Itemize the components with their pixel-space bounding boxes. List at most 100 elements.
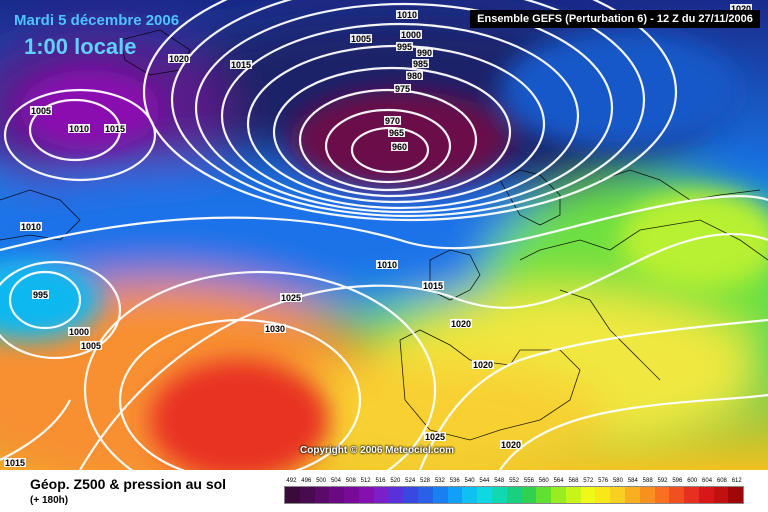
scale-tick-label: 544 xyxy=(479,478,490,484)
iso-1025-label: 1025 xyxy=(280,293,303,302)
scale-tick-label: 552 xyxy=(509,478,520,484)
iso-1005-top-label: 1005 xyxy=(350,34,373,43)
scale-tick-label: 512 xyxy=(360,478,371,484)
scale-swatch xyxy=(314,487,330,503)
scale-swatch xyxy=(388,487,404,503)
color-scale-ticks: 492 496 500 504 508 512 516 520 524 528 532 536 540 5… xyxy=(284,478,744,484)
scale-swatch xyxy=(595,487,611,503)
model-run-label: Ensemble GEFS (Perturbation 6) - 12 Z du… xyxy=(470,10,760,28)
scale-swatch xyxy=(624,487,640,503)
scale-tick-label: 520 xyxy=(390,478,401,484)
scale-tick-label: 576 xyxy=(598,478,609,484)
coastlines xyxy=(0,29,768,441)
scale-swatch xyxy=(285,487,300,503)
scale-tick-label: 556 xyxy=(523,478,534,484)
iso-1020-nw-label: 1020 xyxy=(168,54,191,63)
scale-swatch xyxy=(728,487,744,503)
scale-swatch xyxy=(329,487,345,503)
iso-1020-biscay-label: 1020 xyxy=(450,319,473,328)
iso-1005-sw-label: 1005 xyxy=(80,341,103,350)
scale-swatch xyxy=(358,487,374,503)
scale-swatch xyxy=(610,487,625,503)
scale-swatch xyxy=(639,487,655,503)
scale-tick-label: 568 xyxy=(568,478,579,484)
iso-1015-sw-label: 1015 xyxy=(4,458,27,467)
copyright-text: Copyright © 2006 Meteociel.com xyxy=(300,445,455,456)
scale-tick-label: 596 xyxy=(672,478,683,484)
scale-swatch xyxy=(344,487,359,503)
scale-swatch xyxy=(432,487,448,503)
iso-1010-top-label: 1010 xyxy=(396,10,419,19)
scale-swatch xyxy=(684,487,699,503)
scale-swatch xyxy=(462,487,478,503)
scale-tick-label: 592 xyxy=(657,478,668,484)
forecast-local-time: 1:00 locale xyxy=(24,34,137,59)
scale-swatch xyxy=(299,487,315,503)
scale-swatch xyxy=(418,487,433,503)
iso-960-label: 960 xyxy=(391,142,409,151)
scale-tick-label: 564 xyxy=(553,478,564,484)
scale-tick-label: 516 xyxy=(375,478,386,484)
scale-tick-label: 528 xyxy=(420,478,431,484)
scale-swatch xyxy=(506,487,522,503)
legend-subtitle: (+ 180h) xyxy=(30,495,69,506)
scale-tick-label: 504 xyxy=(330,478,341,484)
iso-1030-label: 1030 xyxy=(264,324,287,333)
scale-swatch xyxy=(491,487,507,503)
iso-1000-sw-label: 1000 xyxy=(68,327,91,336)
scale-swatch xyxy=(447,487,463,503)
iso-995-top-label: 995 xyxy=(396,42,414,51)
iso-965-label: 965 xyxy=(388,128,406,137)
scale-tick-label: 496 xyxy=(301,478,312,484)
scale-tick-label: 500 xyxy=(316,478,327,484)
scale-tick-label: 560 xyxy=(538,478,549,484)
scale-tick-label: 588 xyxy=(642,478,653,484)
scale-swatch xyxy=(373,487,389,503)
scale-swatch xyxy=(698,487,714,503)
scale-tick-label: 548 xyxy=(494,478,505,484)
scale-tick-label: 508 xyxy=(345,478,356,484)
scale-tick-label: 532 xyxy=(434,478,445,484)
scale-tick-label: 600 xyxy=(687,478,698,484)
scale-tick-label: 524 xyxy=(405,478,416,484)
scale-swatch xyxy=(403,487,419,503)
scale-tick-label: 608 xyxy=(716,478,727,484)
iso-1020-iberia-label: 1020 xyxy=(472,360,495,369)
scale-tick-label: 540 xyxy=(464,478,475,484)
forecast-date: Mardi 5 décembre 2006 xyxy=(14,12,180,29)
scale-swatch xyxy=(521,487,537,503)
iso-1015-center-label: 1015 xyxy=(422,281,445,290)
iso-985-label: 985 xyxy=(412,59,430,68)
iso-1010-mid-label: 1010 xyxy=(20,222,43,231)
scale-swatch xyxy=(551,487,566,503)
scale-swatch xyxy=(669,487,685,503)
iso-970-label: 970 xyxy=(384,116,402,125)
scale-swatch xyxy=(654,487,670,503)
legend-title: Géop. Z500 & pression au sol xyxy=(30,476,227,492)
iso-1015-nw-label: 1015 xyxy=(230,60,253,69)
scale-swatch xyxy=(713,487,729,503)
scale-swatch xyxy=(580,487,596,503)
iso-990-label: 990 xyxy=(416,48,434,57)
iso-1015-w-label: 1015 xyxy=(104,124,127,133)
iso-1000-top-label: 1000 xyxy=(400,30,423,39)
scale-swatch xyxy=(477,487,492,503)
color-scale: 492 496 500 504 508 512 516 520 524 528 532 536 540 5… xyxy=(284,478,744,504)
scale-swatch xyxy=(565,487,581,503)
iso-1020-med-label: 1020 xyxy=(500,440,523,449)
iso-1025-south-label: 1025 xyxy=(424,432,447,441)
iso-980-label: 980 xyxy=(406,71,424,80)
scale-tick-label: 612 xyxy=(731,478,742,484)
scale-tick-label: 492 xyxy=(286,478,297,484)
iso-1010-w-label: 1010 xyxy=(68,124,91,133)
legend-panel: Géop. Z500 & pression au sol (+ 180h) 49… xyxy=(0,470,768,512)
iso-1020-ne-label: 1020 xyxy=(730,4,753,13)
scale-tick-label: 572 xyxy=(583,478,594,484)
scale-tick-label: 580 xyxy=(612,478,623,484)
scale-tick-label: 584 xyxy=(627,478,638,484)
iso-1010-center-label: 1010 xyxy=(376,260,399,269)
iso-995-sw-label: 995 xyxy=(32,290,50,299)
